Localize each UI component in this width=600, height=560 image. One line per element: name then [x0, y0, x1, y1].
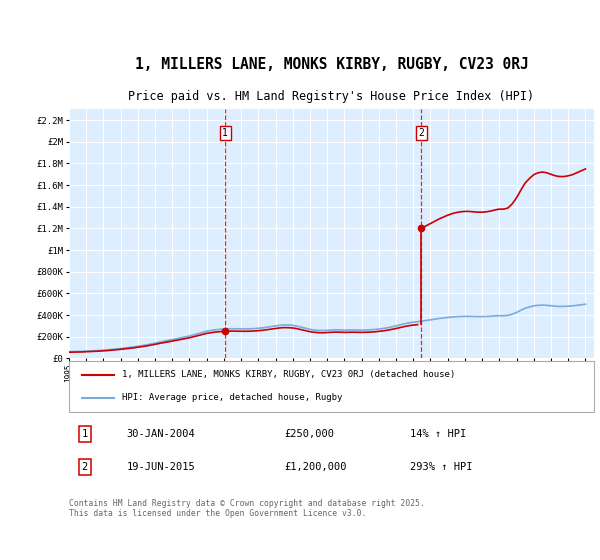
Text: 14% ↑ HPI: 14% ↑ HPI — [410, 429, 467, 439]
Text: 1, MILLERS LANE, MONKS KIRBY, RUGBY, CV23 0RJ (detached house): 1, MILLERS LANE, MONKS KIRBY, RUGBY, CV2… — [121, 370, 455, 379]
Text: Contains HM Land Registry data © Crown copyright and database right 2025.
This d: Contains HM Land Registry data © Crown c… — [69, 498, 425, 518]
Text: 1: 1 — [223, 128, 228, 138]
Text: £250,000: £250,000 — [284, 429, 334, 439]
Text: HPI: Average price, detached house, Rugby: HPI: Average price, detached house, Rugb… — [121, 394, 342, 403]
Text: 19-JUN-2015: 19-JUN-2015 — [127, 462, 196, 472]
Text: 2: 2 — [82, 462, 88, 472]
Text: 293% ↑ HPI: 293% ↑ HPI — [410, 462, 473, 472]
Text: 1, MILLERS LANE, MONKS KIRBY, RUGBY, CV23 0RJ: 1, MILLERS LANE, MONKS KIRBY, RUGBY, CV2… — [134, 58, 529, 72]
FancyBboxPatch shape — [69, 361, 594, 412]
Text: 1: 1 — [82, 429, 88, 439]
Text: 30-JAN-2004: 30-JAN-2004 — [127, 429, 196, 439]
Text: £1,200,000: £1,200,000 — [284, 462, 347, 472]
Text: 2: 2 — [418, 128, 424, 138]
Text: Price paid vs. HM Land Registry's House Price Index (HPI): Price paid vs. HM Land Registry's House … — [128, 90, 535, 104]
